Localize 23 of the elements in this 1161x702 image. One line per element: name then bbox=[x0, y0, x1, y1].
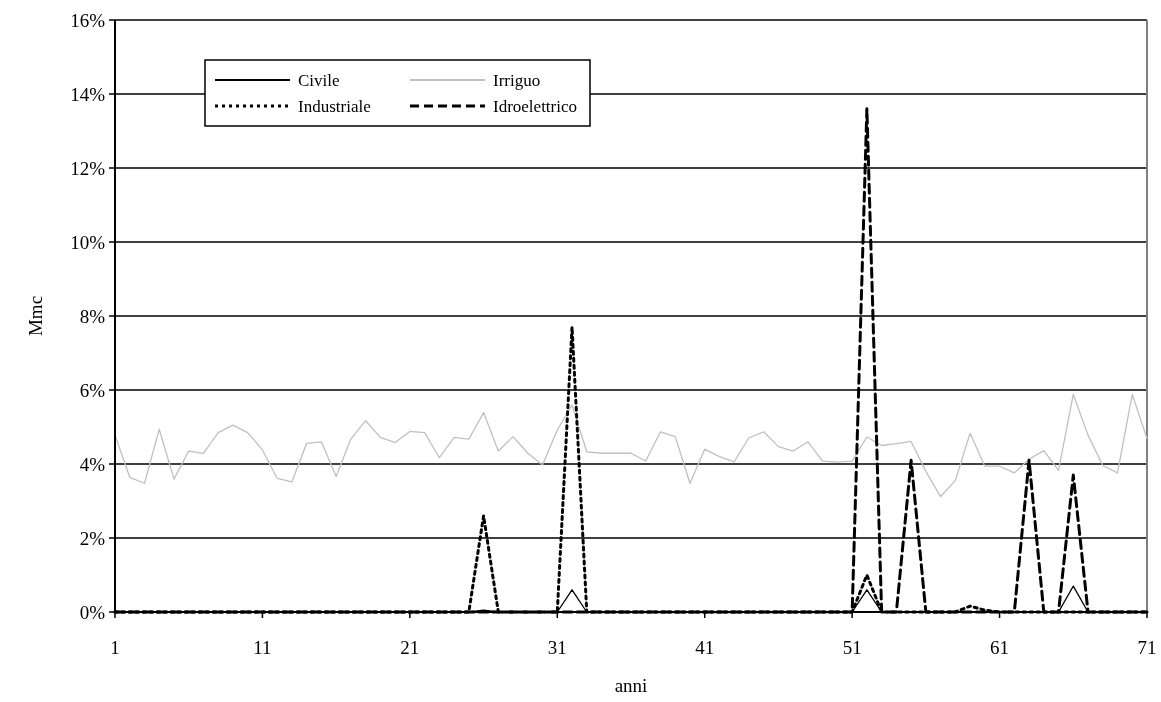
legend-label: Industriale bbox=[298, 96, 371, 116]
y-tick-label: 12% bbox=[70, 157, 106, 179]
x-axis-title: anni bbox=[614, 675, 648, 696]
legend-label: Idroelettrico bbox=[493, 96, 578, 116]
x-tick-label: 61 bbox=[990, 637, 1010, 658]
y-tick-label: 16% bbox=[70, 9, 106, 31]
y-tick-label: 14% bbox=[70, 83, 106, 105]
y-tick-label: 4% bbox=[79, 453, 106, 475]
legend-label: Civile bbox=[298, 70, 340, 90]
x-tick-label: 71 bbox=[1137, 637, 1157, 658]
x-tick-label: 1 bbox=[110, 637, 120, 658]
x-tick-label: 21 bbox=[400, 637, 420, 658]
y-tick-label: 10% bbox=[70, 231, 106, 253]
legend-label: Irriguo bbox=[493, 70, 541, 90]
y-tick-label: 2% bbox=[79, 527, 106, 549]
x-tick-label: 41 bbox=[695, 637, 715, 658]
y-axis-title: Mmc bbox=[25, 295, 46, 337]
y-tick-label: 6% bbox=[79, 379, 106, 401]
x-tick-label: 31 bbox=[547, 637, 567, 658]
y-tick-label: 8% bbox=[79, 305, 106, 327]
y-tick-label: 0% bbox=[79, 601, 106, 623]
x-tick-label: 51 bbox=[842, 637, 862, 658]
x-tick-label: 11 bbox=[253, 637, 272, 658]
